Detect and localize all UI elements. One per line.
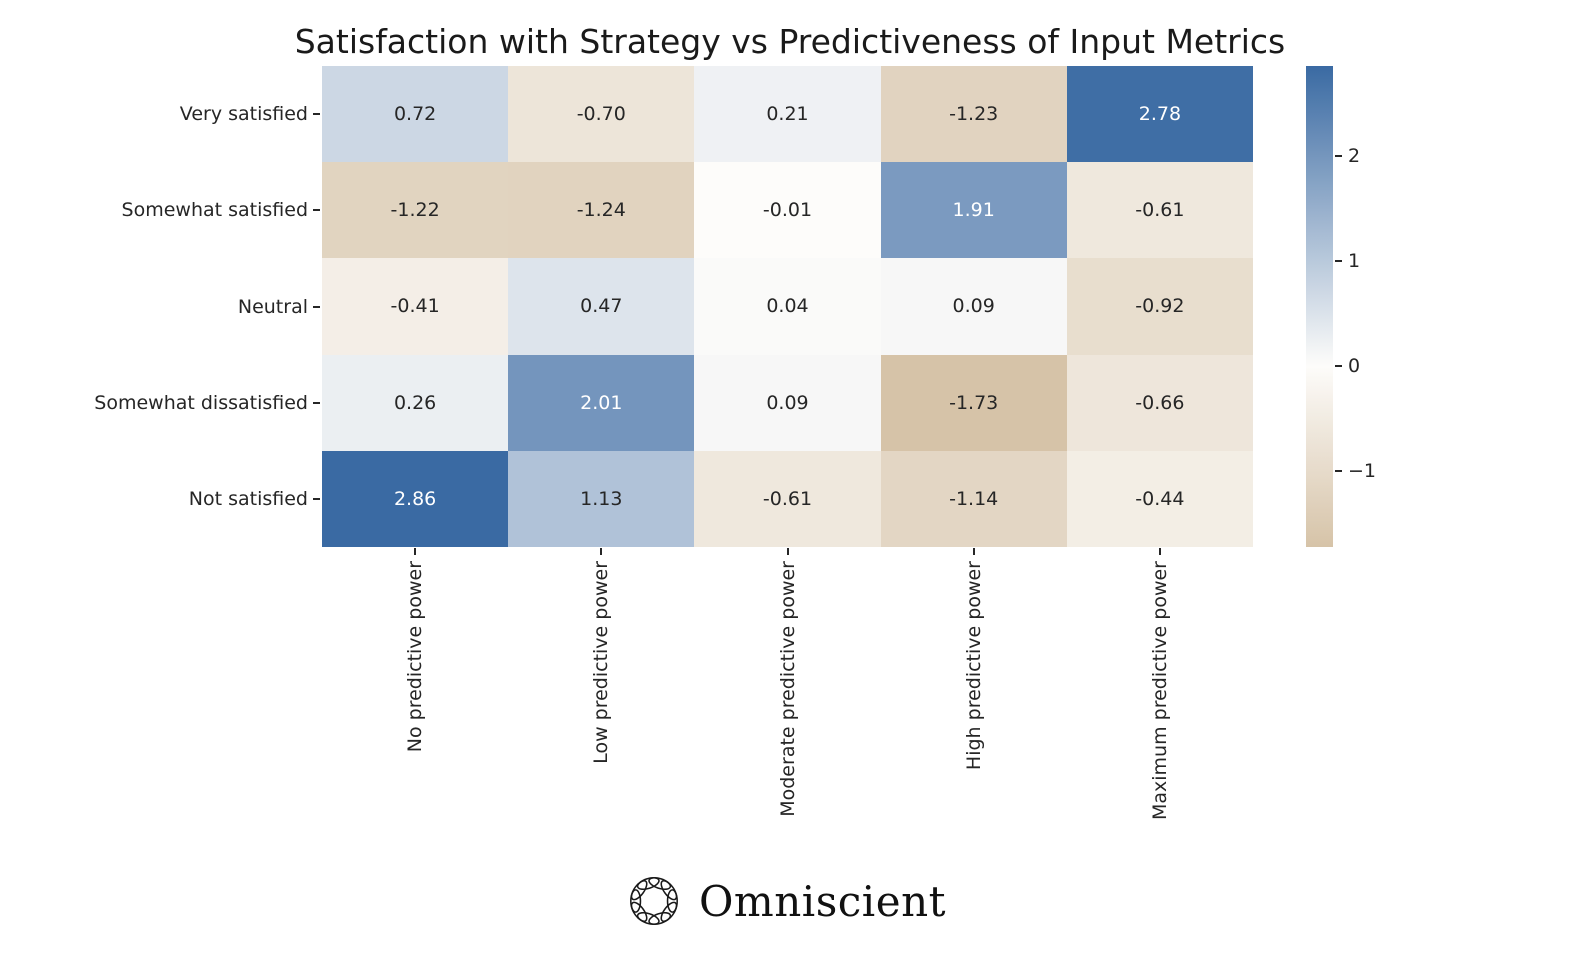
colorbar-tick-label: −1 — [1348, 459, 1377, 482]
row-label: Not satisfied — [188, 487, 308, 510]
cell-value: 1.13 — [580, 487, 623, 510]
heatmap-cell: -0.66 — [1066, 354, 1253, 451]
cell-value: 0.09 — [952, 295, 995, 318]
heatmap-cell: -0.41 — [322, 258, 509, 355]
heatmap-cell: 0.21 — [694, 66, 881, 163]
cell-value: 1.91 — [952, 199, 995, 222]
heatmap-cell: -1.23 — [880, 66, 1067, 163]
chart-title: Satisfaction with Strategy vs Predictive… — [294, 22, 1286, 61]
cell-value: 2.78 — [1138, 103, 1182, 126]
y-tick — [313, 401, 320, 404]
x-tick — [786, 548, 789, 555]
row-label: Somewhat dissatisfied — [94, 391, 308, 414]
heatmap-cell: -1.14 — [880, 450, 1067, 547]
cell-value: 0.72 — [393, 103, 437, 126]
heatmap-cell: 0.26 — [322, 354, 509, 451]
heatmap-cell: -1.73 — [880, 354, 1067, 451]
row-label: Very satisfied — [179, 103, 308, 126]
cell-value: -0.92 — [1135, 295, 1185, 318]
heatmap-cell: 2.78 — [1066, 66, 1253, 163]
heatmap-cell: 0.09 — [694, 354, 881, 451]
y-tick — [313, 209, 320, 212]
column-label: High predictive power — [962, 561, 985, 771]
cell-value: -0.61 — [1135, 199, 1185, 222]
heatmap-cell: 0.72 — [322, 66, 509, 163]
cell-value: -0.44 — [1135, 487, 1185, 510]
x-tick — [972, 548, 975, 555]
cell-value: -1.14 — [949, 487, 999, 510]
x-tick — [414, 548, 417, 555]
cell-value: 0.21 — [766, 103, 809, 126]
cell-value: -0.61 — [762, 487, 813, 510]
colorbar-tick-label: 0 — [1348, 354, 1361, 377]
cell-value: -0.66 — [1135, 391, 1185, 414]
colorbar-tick — [1335, 364, 1342, 367]
column-label: Moderate predictive power — [776, 561, 799, 817]
heatmap-cell: 0.04 — [694, 258, 881, 355]
heatmap-cell: 0.47 — [508, 258, 695, 355]
colorbar — [1306, 66, 1333, 547]
cell-value: -0.01 — [762, 199, 813, 222]
heatmap-grid: 0.72 -0.70 0.21 -1.23 2.78 -1.22 -1.24 -0.01 1.9… — [322, 66, 1253, 547]
cell-value: -1.24 — [576, 199, 626, 222]
heatmap-cell: 1.91 — [880, 162, 1067, 259]
colorbar-tick — [1335, 155, 1342, 158]
y-tick — [313, 497, 320, 500]
colorbar-tick-label: 1 — [1348, 249, 1361, 272]
brand-name: Omniscient — [698, 876, 947, 926]
cell-value: 0.47 — [580, 295, 623, 318]
y-tick — [313, 113, 320, 116]
x-tick — [600, 548, 603, 555]
heatmap-cell: -0.01 — [694, 162, 881, 259]
cell-value: -1.73 — [949, 391, 999, 414]
colorbar-tick — [1335, 469, 1342, 472]
cell-value: 0.04 — [766, 295, 809, 318]
heatmap-cell: -0.70 — [508, 66, 695, 163]
column-label: Maximum predictive power — [1148, 561, 1171, 821]
colorbar-tick — [1335, 259, 1342, 262]
brand-footer: Omniscient — [0, 866, 1571, 936]
cell-value: -0.41 — [390, 295, 440, 318]
heatmap-cell: -0.44 — [1066, 450, 1253, 547]
heatmap-cell: -0.61 — [1066, 162, 1253, 259]
heatmap-cell: 0.09 — [880, 258, 1067, 355]
heatmap-cell: 1.13 — [508, 450, 695, 547]
cell-value: 2.01 — [580, 391, 623, 414]
column-label: Low predictive power — [590, 561, 613, 764]
row-label: Somewhat satisfied — [121, 199, 308, 222]
knot-ring-icon — [629, 876, 678, 926]
colorbar-tick-label: 2 — [1348, 145, 1361, 168]
heatmap-cell: -1.24 — [508, 162, 695, 259]
cell-value: 0.09 — [766, 391, 809, 414]
cell-value: -1.22 — [390, 199, 440, 222]
cell-value: -1.23 — [949, 103, 999, 126]
heatmap-cell: -0.61 — [694, 450, 881, 547]
heatmap-cell: -1.22 — [322, 162, 509, 259]
y-tick — [313, 305, 320, 308]
cell-value: 0.26 — [393, 391, 437, 414]
cell-value: -0.70 — [576, 103, 626, 126]
heatmap-cell: 2.86 — [322, 450, 509, 547]
heatmap-cell: -0.92 — [1066, 258, 1253, 355]
x-tick — [1158, 548, 1161, 555]
row-label: Neutral — [237, 295, 308, 318]
heatmap-cell: 2.01 — [508, 354, 695, 451]
column-label: No predictive power — [404, 561, 427, 753]
cell-value: 2.86 — [393, 487, 437, 510]
